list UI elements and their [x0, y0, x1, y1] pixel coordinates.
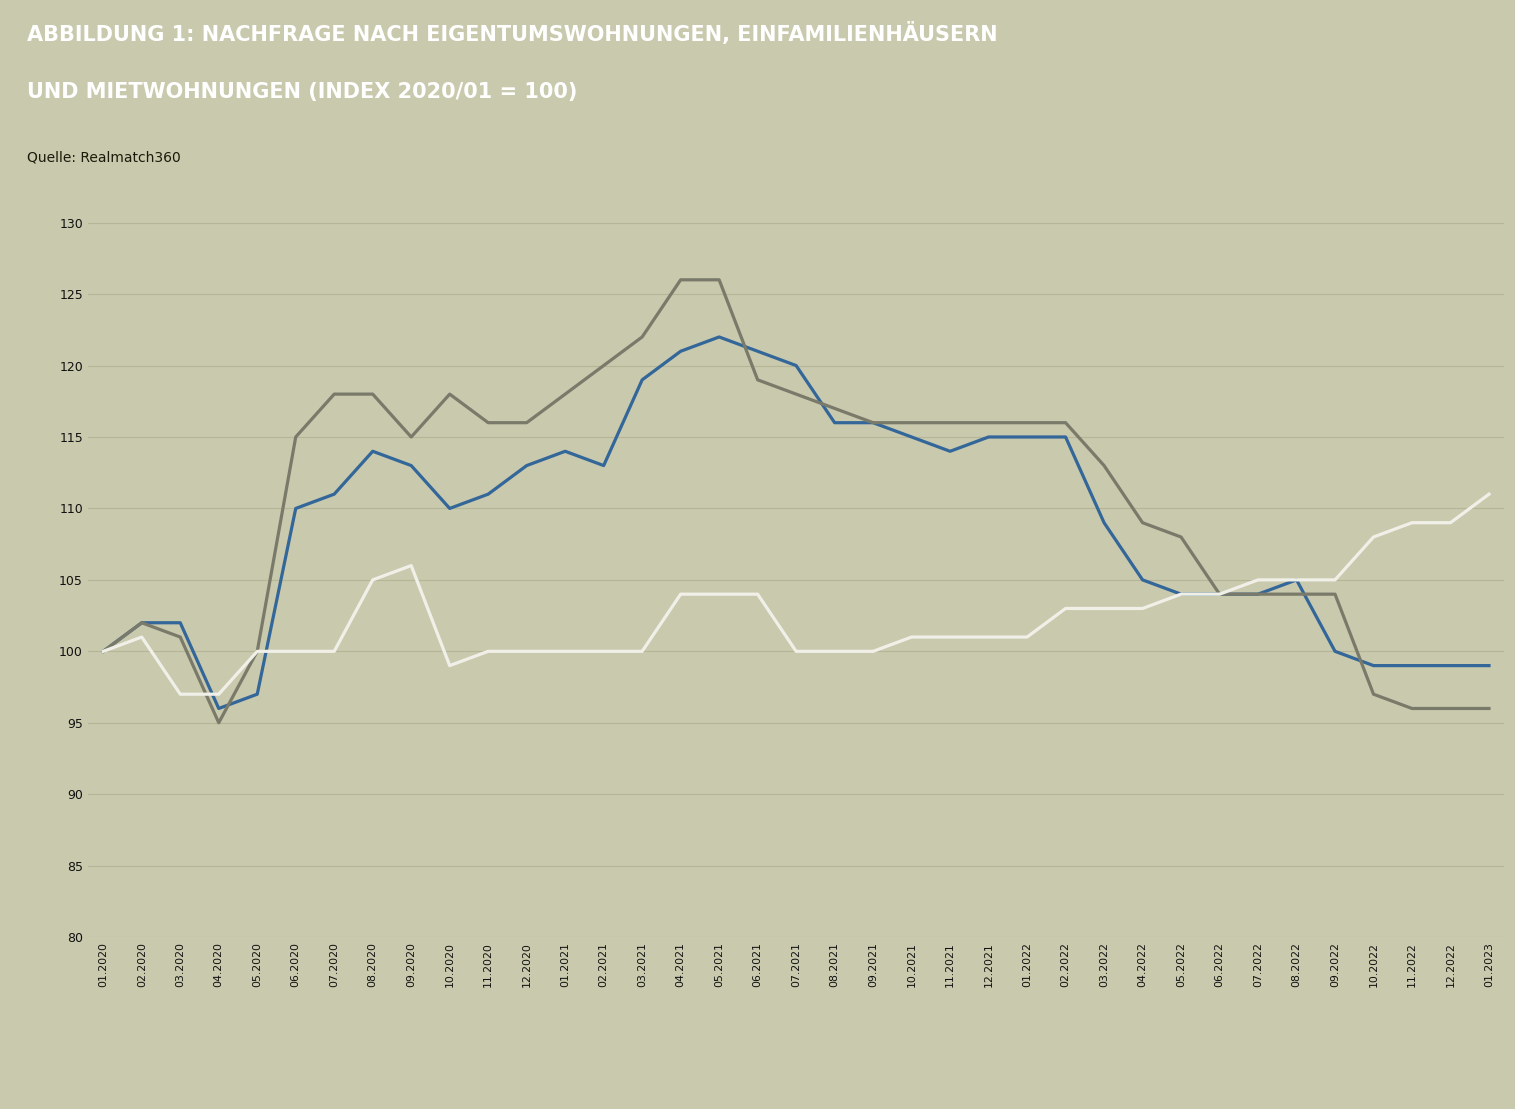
Text: Quelle: Realmatch360: Quelle: Realmatch360 [27, 150, 180, 164]
Text: ABBILDUNG 1: NACHFRAGE NACH EIGENTUMSWOHNUNGEN, EINFAMILIENHÄUSERN: ABBILDUNG 1: NACHFRAGE NACH EIGENTUMSWOH… [27, 22, 998, 45]
Text: UND MIETWOHNUNGEN (INDEX 2020/01 = 100): UND MIETWOHNUNGEN (INDEX 2020/01 = 100) [27, 82, 577, 102]
